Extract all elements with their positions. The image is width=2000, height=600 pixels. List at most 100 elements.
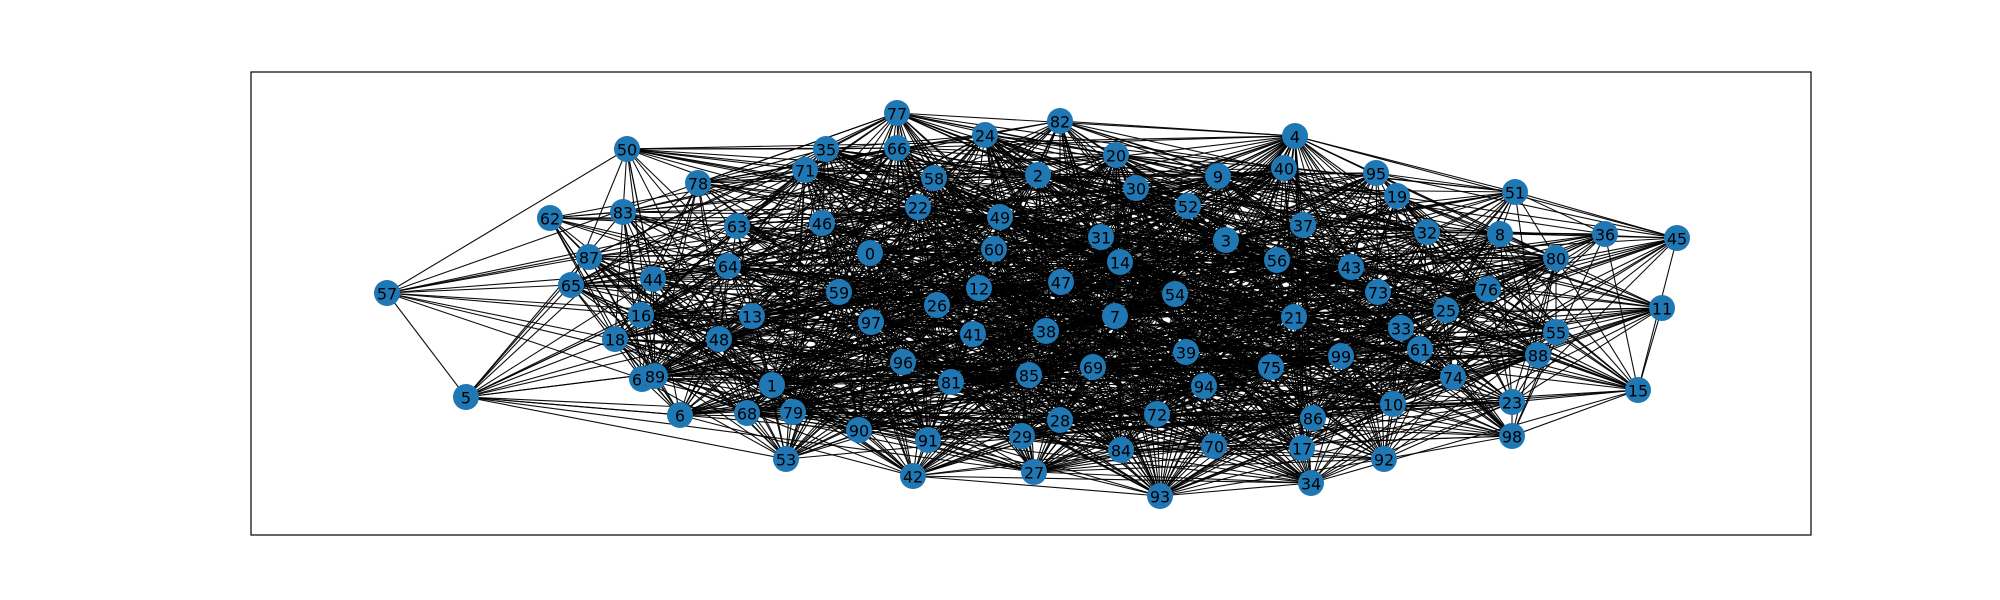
node-label-45: 45 (1667, 230, 1687, 249)
node-circle-93 (1147, 483, 1173, 509)
edge-72-95 (1156, 172, 1377, 415)
node-circle-35 (813, 136, 839, 162)
edge-65-90 (570, 284, 860, 431)
node-circle-54 (1162, 281, 1188, 307)
edge-94-97 (870, 321, 1205, 387)
edge-52-75 (1187, 205, 1272, 368)
edge-85-93 (1028, 374, 1161, 497)
node-circle-17 (1289, 435, 1315, 461)
node-circle-85 (1016, 362, 1042, 388)
edge-39-84 (1120, 351, 1187, 451)
edge-58-71 (804, 169, 935, 179)
node-99: 99 (1328, 343, 1354, 369)
edge-42-59 (838, 291, 914, 477)
node-label-11: 11 (1652, 300, 1672, 319)
node-circle-7 (1102, 303, 1128, 329)
edge-75-95 (1270, 172, 1377, 368)
edge-97-99 (870, 321, 1342, 357)
node-circle-86 (1300, 405, 1326, 431)
edge-44-77 (652, 112, 898, 280)
edge-67-78 (641, 182, 699, 380)
node-label-81: 81 (941, 374, 961, 393)
node-label-97: 97 (861, 314, 881, 333)
edge-65-97 (570, 284, 872, 323)
node-79: 79 (780, 399, 806, 425)
node-label-52: 52 (1178, 198, 1198, 217)
edge-47-56 (1060, 259, 1278, 283)
node-circle-83 (610, 199, 636, 225)
edge-44-90 (652, 278, 860, 431)
edge-36-43 (1350, 233, 1606, 268)
node-label-57: 57 (377, 285, 397, 304)
node-57: 57 (374, 280, 400, 306)
node-85: 85 (1016, 362, 1042, 388)
edge-50-66 (626, 147, 898, 150)
node-48: 48 (706, 326, 732, 352)
edge-80-88 (1537, 257, 1557, 356)
node-63: 63 (724, 213, 750, 239)
node-label-16: 16 (631, 307, 651, 326)
edge-71-78 (697, 169, 806, 184)
node-42: 42 (900, 463, 926, 489)
edge-67-77 (641, 112, 898, 380)
edge-86-95 (1312, 172, 1377, 419)
edge-30-35 (825, 148, 1137, 189)
edge-53-67 (641, 378, 787, 460)
node-label-73: 73 (1368, 284, 1388, 303)
edge-64-90 (727, 265, 860, 431)
node-78: 78 (685, 170, 711, 196)
node-56: 56 (1264, 247, 1290, 273)
edge-42-84 (912, 449, 1122, 477)
node-65: 65 (558, 272, 584, 298)
node-circle-52 (1175, 193, 1201, 219)
node-circle-36 (1592, 221, 1618, 247)
edge-64-97 (727, 265, 872, 323)
node-label-10: 10 (1383, 396, 1403, 415)
edge-90-97 (858, 321, 872, 431)
edge-50-91 (626, 148, 929, 441)
edge-11-55 (1555, 307, 1663, 333)
node-circle-50 (614, 136, 640, 162)
edge-73-75 (1270, 291, 1379, 368)
node-label-14: 14 (1110, 254, 1130, 273)
edge-26-92 (936, 304, 1385, 460)
node-circle-13 (739, 303, 765, 329)
node-label-26: 26 (927, 297, 947, 316)
node-circle-28 (1047, 407, 1073, 433)
node-39: 39 (1173, 339, 1199, 365)
node-label-99: 99 (1331, 348, 1351, 367)
node-circle-22 (905, 194, 931, 220)
node-81: 81 (938, 369, 964, 395)
node-label-66: 66 (887, 140, 907, 159)
node-label-62: 62 (540, 210, 560, 229)
node-circle-58 (921, 165, 947, 191)
edge-74-75 (1270, 366, 1454, 378)
edge-73-88 (1377, 291, 1539, 356)
node-circle-6 (667, 402, 693, 428)
edge-34-74 (1310, 376, 1454, 484)
node-circle-75 (1258, 354, 1284, 380)
edge-52-58 (933, 177, 1189, 207)
node-label-74: 74 (1443, 369, 1463, 388)
node-circle-41 (960, 321, 986, 347)
edge-71-96 (804, 169, 904, 363)
edge-44-68 (652, 278, 748, 414)
node-label-91: 91 (918, 432, 938, 451)
node-66: 66 (884, 135, 910, 161)
node-label-65: 65 (561, 277, 581, 296)
node-circle-14 (1107, 249, 1133, 275)
edge-70-73 (1213, 291, 1379, 447)
edge-40-43 (1283, 167, 1352, 268)
edge-15-34 (1310, 389, 1639, 484)
node-circle-84 (1108, 437, 1134, 463)
node-87: 87 (576, 244, 602, 270)
edge-15-98 (1511, 389, 1639, 437)
edge-66-85 (896, 147, 1030, 376)
node-label-64: 64 (718, 258, 738, 277)
edge-30-51 (1135, 187, 1516, 193)
node-circle-33 (1388, 315, 1414, 341)
node-circle-5 (453, 384, 479, 410)
edge-20-77 (896, 112, 1117, 156)
node-95: 95 (1363, 160, 1389, 186)
